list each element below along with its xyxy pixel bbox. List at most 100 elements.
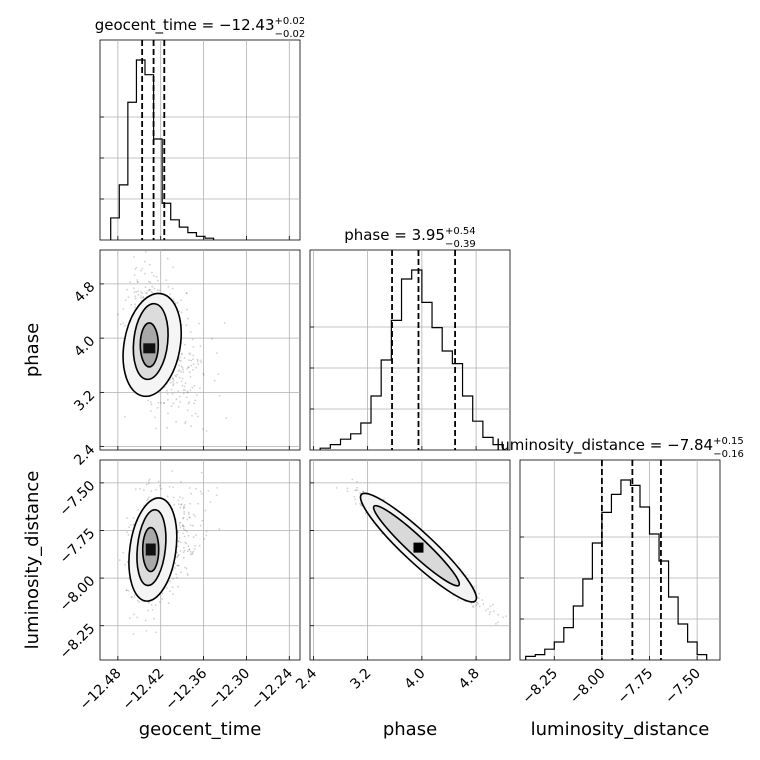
- sample-point: [134, 297, 137, 300]
- sample-point: [172, 383, 175, 385]
- sample-point: [166, 393, 169, 395]
- sample-point: [182, 507, 185, 510]
- x-tick-label: −8.00: [567, 666, 609, 708]
- sample-point: [148, 288, 151, 291]
- sample-point: [128, 526, 130, 529]
- sample-point: [163, 402, 166, 404]
- sample-point: [154, 427, 157, 430]
- sample-point: [167, 398, 169, 401]
- sample-point: [211, 338, 213, 340]
- sample-point: [131, 595, 133, 598]
- sample-point: [185, 324, 188, 327]
- sample-point: [188, 359, 191, 361]
- sample-point: [472, 606, 475, 608]
- sample-point: [133, 291, 136, 293]
- sample-point: [184, 541, 187, 544]
- sample-point: [170, 405, 173, 408]
- sample-point: [186, 518, 189, 521]
- sample-point: [484, 609, 487, 612]
- sample-point: [183, 512, 186, 515]
- sample-point: [177, 390, 180, 392]
- sample-point: [201, 519, 204, 522]
- sample-point: [189, 331, 192, 333]
- sample-point: [354, 503, 357, 505]
- sample-point: [125, 589, 128, 592]
- sample-point: [117, 313, 119, 316]
- sample-point: [191, 552, 194, 554]
- title-luminosity_distance: luminosity_distance = −7.84+0.15 −0.16: [496, 436, 744, 460]
- sample-point: [150, 603, 153, 606]
- sample-point: [144, 272, 146, 275]
- title-main: phase = 3.95: [344, 226, 445, 244]
- hist-panel-geocent_time: geocent_time = −12.43+0.02 −0.02: [95, 16, 305, 241]
- x-tick-label: −7.50: [662, 666, 704, 708]
- sample-point: [133, 596, 136, 599]
- sample-point: [181, 353, 183, 356]
- sample-point: [173, 503, 176, 506]
- sample-point: [141, 292, 144, 295]
- sample-point: [180, 571, 183, 574]
- sample-point: [185, 567, 188, 570]
- sample-point: [122, 308, 125, 310]
- sample-point: [356, 480, 358, 483]
- sample-point: [134, 488, 137, 491]
- sample-point: [197, 363, 200, 365]
- sample-point: [172, 298, 175, 300]
- sample-point: [150, 291, 153, 293]
- sample-point: [169, 580, 171, 583]
- y-tick-label: −7.50: [57, 478, 99, 520]
- sample-point: [185, 542, 188, 545]
- sample-point: [176, 564, 179, 567]
- sample-point: [156, 289, 159, 291]
- sample-point: [192, 368, 194, 371]
- sample-point: [194, 399, 197, 402]
- sample-point: [148, 496, 150, 499]
- sample-point: [172, 266, 175, 269]
- sample-point: [186, 391, 189, 394]
- sample-point: [183, 506, 186, 508]
- sample-point: [125, 589, 128, 591]
- sample-point: [148, 480, 150, 482]
- sample-point: [167, 412, 169, 415]
- sample-point: [183, 504, 186, 506]
- sample-point: [126, 517, 128, 519]
- x-tick-label: −12.24: [248, 665, 296, 713]
- sample-point: [182, 546, 185, 549]
- sample-point: [181, 384, 184, 387]
- sample-point: [182, 368, 184, 371]
- sample-point: [178, 524, 181, 526]
- density-peak: [145, 543, 156, 556]
- sample-point: [171, 376, 174, 379]
- sample-point: [137, 281, 139, 283]
- sample-point: [192, 524, 194, 527]
- sample-point: [205, 430, 208, 432]
- histogram-geocent_time: [110, 59, 215, 240]
- sample-point: [189, 389, 192, 391]
- sample-point: [192, 363, 195, 366]
- x-tick-label: 3.2: [347, 666, 374, 693]
- sample-point: [188, 401, 191, 403]
- sample-point: [181, 367, 184, 369]
- y-tick-label: 2.4: [71, 442, 98, 469]
- sample-point: [171, 470, 174, 472]
- y-tick-label: 4.8: [71, 279, 98, 306]
- sample-point: [362, 490, 365, 493]
- sample-point: [179, 522, 181, 524]
- sample-point: [134, 306, 137, 309]
- sample-point: [176, 302, 179, 304]
- sample-point: [187, 574, 189, 577]
- sample-point: [123, 324, 126, 327]
- sample-point: [184, 422, 186, 425]
- sample-point: [205, 530, 208, 533]
- sample-point: [178, 537, 181, 540]
- sample-point: [155, 488, 158, 491]
- sample-point: [151, 271, 153, 274]
- histogram-luminosity_distance: [525, 479, 708, 660]
- sample-point: [136, 279, 139, 281]
- sample-point: [193, 548, 196, 550]
- sample-point: [478, 592, 481, 595]
- sample-point: [185, 292, 188, 294]
- sample-point: [147, 289, 150, 292]
- sample-point: [151, 291, 154, 294]
